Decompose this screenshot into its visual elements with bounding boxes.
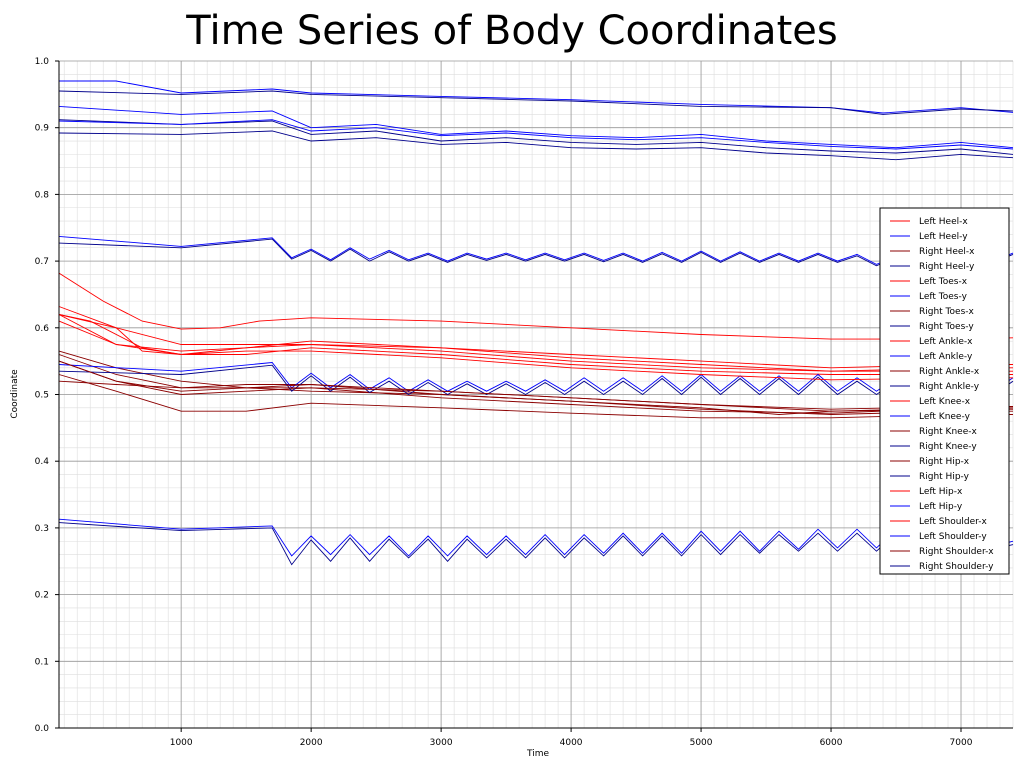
x-tick-label: 4000 <box>560 738 583 748</box>
legend-label: Left Shoulder-x <box>919 517 988 527</box>
y-tick-label: 0.9 <box>35 124 50 134</box>
legend-label: Right Shoulder-y <box>919 562 994 572</box>
series-line <box>58 354 1013 415</box>
series-line <box>58 314 1013 372</box>
legend-label: Right Heel-x <box>919 247 975 257</box>
y-tick-label: 0.6 <box>35 324 50 334</box>
y-tick-label: 0.4 <box>35 457 50 467</box>
series-line <box>58 360 1013 410</box>
series-line <box>58 119 1014 150</box>
series-line <box>59 80 1014 114</box>
legend-label: Right Knee-x <box>919 427 977 437</box>
series-line <box>58 130 1014 161</box>
legend-label: Left Hip-x <box>919 487 963 497</box>
y-tick-label: 0.7 <box>35 257 49 267</box>
series-line <box>58 320 1013 381</box>
series-line <box>58 374 1013 419</box>
legend-label: Left Toes-y <box>919 292 968 302</box>
series-line <box>58 314 1013 372</box>
series-line <box>58 272 1014 340</box>
legend-box <box>879 207 1010 575</box>
x-tick-label: 2000 <box>300 738 323 748</box>
y-axis-label: Coordinate <box>10 369 20 419</box>
series-line <box>58 105 1014 149</box>
legend-label: Left Shoulder-y <box>919 532 987 542</box>
legend-label: Right Hip-x <box>919 457 970 467</box>
series-layer <box>58 80 1014 566</box>
legend-label: Right Ankle-y <box>919 382 980 392</box>
legend-label: Left Knee-x <box>919 397 971 407</box>
series-line <box>58 119 1014 155</box>
legend-label: Left Ankle-x <box>919 337 973 347</box>
legend: Left Heel-x Left Heel-y Right Heel-x Right … <box>879 207 1010 575</box>
legend-label: Right Hip-y <box>919 472 970 482</box>
legend-label: Left Heel-y <box>919 232 968 242</box>
x-tick-label: 6000 <box>820 738 843 748</box>
legend-label: Right Knee-y <box>919 442 977 452</box>
y-tick-label: 0.8 <box>35 190 50 200</box>
legend-label: Right Shoulder-x <box>919 547 994 557</box>
legend-label: Left Ankle-y <box>919 352 973 362</box>
y-tick-label: 0.3 <box>35 524 49 534</box>
legend-label: Right Toes-x <box>919 307 975 317</box>
x-tick-label: 7000 <box>950 738 973 748</box>
legend-label: Right Toes-y <box>919 322 974 332</box>
legend-label: Left Toes-x <box>919 277 968 287</box>
chart-title: Time Series of Body Coordinates <box>186 8 838 54</box>
legend-label: Right Heel-y <box>919 262 975 272</box>
x-tick-label: 5000 <box>690 738 713 748</box>
series-line <box>58 306 1013 375</box>
legend-label: Right Ankle-x <box>919 367 980 377</box>
legend-label: Left Hip-y <box>919 502 963 512</box>
legend-label: Left Knee-y <box>919 412 971 422</box>
y-tick-label: 1.0 <box>35 57 50 67</box>
y-tick-label: 0.0 <box>35 724 50 734</box>
y-tick-label: 0.2 <box>35 591 49 601</box>
x-tick-label: 3000 <box>430 738 453 748</box>
series-line <box>58 360 1013 414</box>
x-tick-label: 1000 <box>170 738 193 748</box>
y-tick-label: 0.5 <box>35 391 49 401</box>
legend-label: Left Heel-x <box>919 217 968 227</box>
x-axis-label: Time <box>526 749 549 759</box>
ticks: 1000 2000 3000 4000 5000 6000 7000 0.0 0.1 0.2 0.3… <box>35 57 973 748</box>
series-line <box>58 90 1014 115</box>
y-tick-label: 0.1 <box>35 657 49 667</box>
